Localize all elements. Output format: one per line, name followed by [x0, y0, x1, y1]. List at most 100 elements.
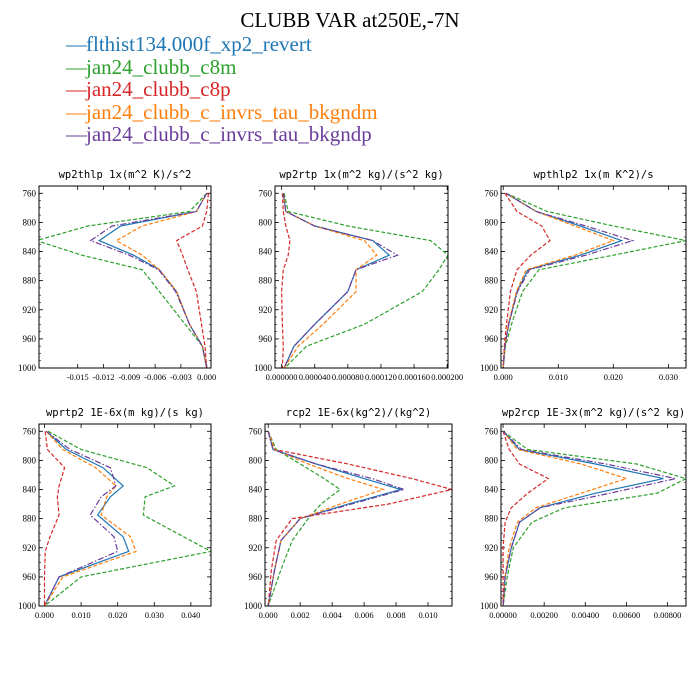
y-tick-label: 760 [485, 426, 499, 436]
plot-frame [500, 423, 687, 607]
x-tick-label: -0.012 [93, 372, 115, 382]
x-tick-label: -0.015 [67, 372, 89, 382]
y-tick-label: 1000 [480, 601, 499, 611]
y-tick-label: 760 [485, 188, 499, 198]
series-line [43, 430, 137, 606]
y-tick-label: 960 [485, 334, 499, 344]
legend-label: jan24_clubb_c8m [86, 54, 237, 79]
y-tick-label: 840 [23, 247, 37, 257]
x-tick-label: 0.00400 [571, 610, 599, 620]
y-tick-label: 760 [249, 426, 263, 436]
legend-entry: —jan24_clubb_c8p [66, 78, 378, 101]
chart-panel: wpthlp2 1x(m K^2)/s 760 800 840 880 920 960 100… [480, 169, 687, 382]
x-tick-label: 0.000 [197, 372, 216, 382]
y-tick-label: 880 [23, 276, 37, 286]
legend-entry: —jan24_clubb_c_invrs_tau_bkgndm [66, 99, 378, 124]
series-line [267, 431, 404, 606]
y-tick-label: 840 [485, 485, 499, 495]
series-line [502, 192, 551, 368]
y-tick-label: 800 [23, 455, 37, 465]
y-tick-label: 920 [259, 305, 273, 315]
x-tick-label: 0.000 [494, 372, 513, 382]
legend-label: jan24_clubb_c_invrs_tau_bkgndp [86, 122, 372, 146]
y-tick-label: 960 [249, 572, 263, 582]
y-tick-label: 840 [249, 485, 263, 495]
series-line [282, 193, 391, 368]
y-tick-label: 880 [485, 276, 499, 286]
x-tick-label: 0.030 [659, 372, 678, 382]
y-tick-label: 760 [23, 188, 37, 198]
series-line [502, 430, 686, 606]
series-line [502, 430, 664, 606]
series-line [502, 192, 635, 368]
x-tick-label: 0.000200 [431, 372, 463, 382]
legend-swatch: — [66, 54, 87, 79]
x-tick-label: -0.003 [170, 372, 192, 382]
x-tick-label: 0.006 [355, 610, 374, 620]
x-tick-label: -0.006 [144, 372, 166, 382]
chart-panel: wp2thlp 1x(m^2 K)/s^2 760 800 840 880 920 960 1… [18, 169, 216, 382]
legend-swatch: — [66, 77, 87, 101]
series-line [282, 193, 378, 368]
y-tick-label: 800 [249, 455, 263, 465]
y-tick-label: 1000 [18, 601, 37, 611]
series-line [267, 431, 452, 606]
chart-panel: wp2rtp 1x(m^2 kg)/(s^2 kg) 760 800 840 880 92… [254, 169, 463, 382]
y-tick-label: 760 [23, 426, 37, 436]
plot-frame [38, 185, 212, 369]
x-tick-label: 0.000 [259, 610, 278, 620]
plot-frame [500, 185, 687, 369]
series-line [502, 192, 615, 368]
y-tick-label: 800 [485, 455, 499, 465]
y-tick-label: 880 [259, 276, 273, 286]
y-tick-label: 920 [23, 305, 37, 315]
plot-frame [264, 423, 453, 607]
series-line [502, 430, 629, 606]
y-tick-label: 840 [259, 247, 273, 257]
legend-entry: —jan24_clubb_c_invrs_tau_bkgndp [66, 123, 378, 146]
y-tick-label: 880 [249, 514, 263, 524]
series-line [97, 193, 208, 368]
y-tick-label: 960 [485, 572, 499, 582]
y-tick-label: 800 [23, 217, 37, 227]
x-tick-label: 0.010 [549, 372, 568, 382]
x-tick-label: 0.00000 [489, 610, 517, 620]
series-line [43, 430, 119, 606]
series-line [175, 193, 209, 368]
y-tick-label: 760 [259, 188, 273, 198]
x-tick-label: 0.030 [145, 610, 164, 620]
x-tick-label: 0.004 [323, 610, 343, 620]
y-tick-label: 1000 [18, 363, 37, 373]
x-tick-label: 0.000160 [398, 372, 430, 382]
x-tick-label: 0.040 [181, 610, 200, 620]
x-tick-label: 0.000040 [299, 372, 331, 382]
series-line [43, 430, 130, 606]
y-tick-label: 920 [23, 543, 37, 553]
panel-title: rcp2 1E-6x(kg^2)/(kg^2) [286, 407, 431, 419]
y-tick-label: 960 [23, 334, 37, 344]
x-tick-label: 0.000120 [365, 372, 397, 382]
legend-swatch: — [66, 99, 87, 124]
y-tick-label: 800 [259, 217, 273, 227]
panel-title: wp2rcp 1E-3x(m^2 kg)/(s^2 kg) [502, 407, 685, 419]
legend-label: jan24_clubb_c_invrs_tau_bkgndm [86, 99, 378, 124]
series-line [115, 193, 208, 368]
y-tick-label: 1000 [480, 363, 499, 373]
x-tick-label: 0.020 [604, 372, 623, 382]
panel-title: wp2rtp 1x(m^2 kg)/(s^2 kg) [279, 169, 443, 181]
x-tick-label: 0.008 [386, 610, 405, 620]
y-tick-label: 880 [23, 514, 37, 524]
legend-swatch: — [66, 122, 87, 146]
legend-entry: —flthist134.000f_xp2_revert [66, 33, 378, 56]
y-tick-label: 800 [485, 217, 499, 227]
series-line [502, 192, 686, 368]
legend-label: jan24_clubb_c8p [86, 77, 231, 101]
x-tick-label: 0.00600 [613, 610, 641, 620]
series-line [282, 193, 399, 368]
y-tick-label: 920 [249, 543, 263, 553]
chart-panel: wprtp2 1E-6x(m kg)/(s kg) 760 800 840 880 920… [18, 407, 212, 620]
x-tick-label: -0.009 [118, 372, 140, 382]
x-tick-label: 0.000 [35, 610, 54, 620]
x-tick-label: 0.002 [291, 610, 310, 620]
